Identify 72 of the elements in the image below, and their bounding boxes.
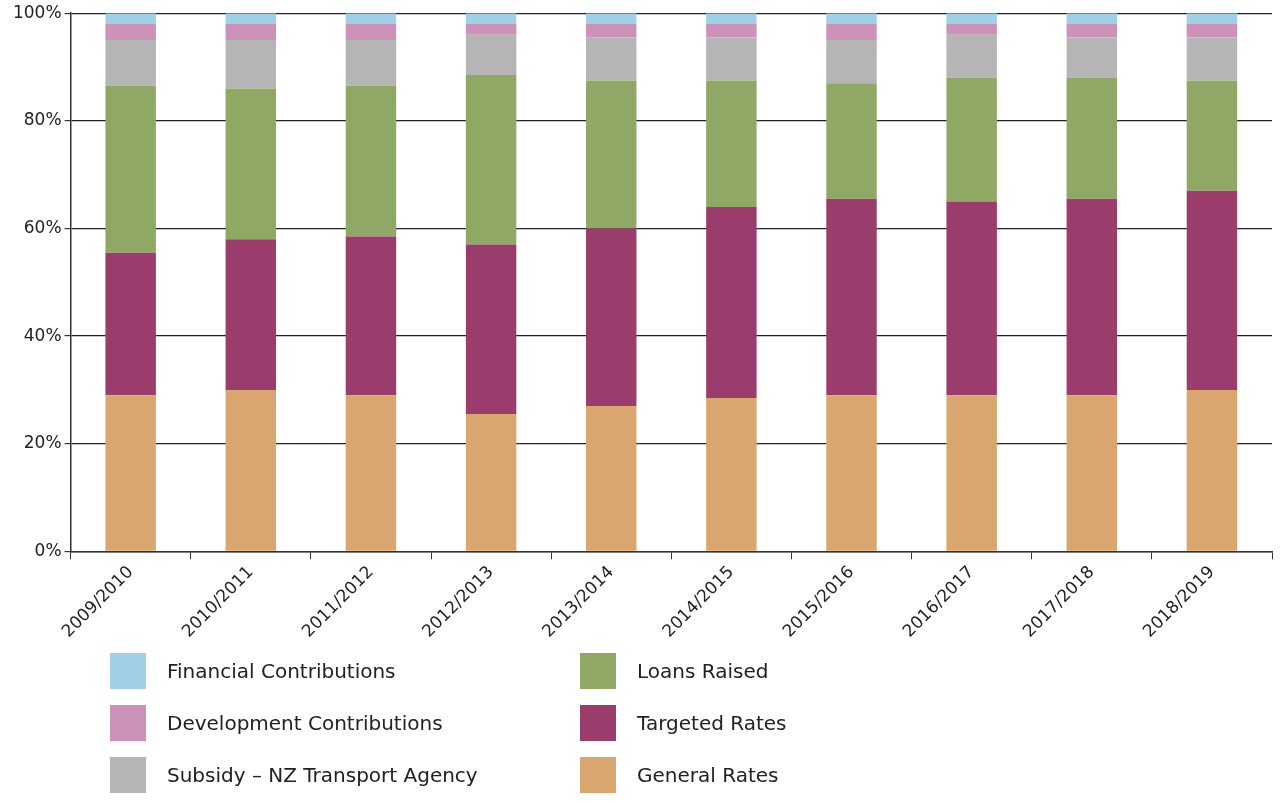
legend-label: General Rates	[637, 763, 779, 787]
bar	[1066, 37, 1118, 78]
bar	[706, 23, 757, 38]
bar	[586, 406, 637, 551]
bar	[105, 85, 156, 253]
bar	[586, 23, 637, 38]
bar	[1186, 37, 1238, 81]
bar	[1066, 198, 1118, 396]
bar	[946, 23, 997, 35]
bar	[946, 34, 997, 78]
bar	[225, 239, 277, 390]
bar	[105, 13, 156, 24]
y-tick-label: 100%	[12, 1, 62, 22]
bar	[465, 23, 517, 35]
legend-label: Development Contributions	[167, 711, 443, 735]
bar	[706, 13, 757, 24]
bar	[225, 88, 277, 240]
bar	[946, 77, 997, 202]
bar	[345, 13, 397, 24]
bar	[465, 244, 517, 415]
bar	[225, 23, 277, 41]
bar	[586, 80, 637, 229]
bar	[345, 395, 397, 551]
y-tick-label: 0%	[34, 539, 62, 560]
bar	[1066, 23, 1118, 38]
bar	[345, 236, 397, 396]
y-tick-label: 40%	[23, 324, 62, 345]
bar	[706, 206, 757, 398]
bar	[225, 13, 277, 24]
bar	[1066, 395, 1118, 551]
bar	[826, 23, 877, 41]
legend-label: Loans Raised	[637, 659, 769, 683]
bar	[946, 201, 997, 396]
bar	[706, 397, 757, 551]
bar	[225, 40, 277, 89]
y-tick-label: 20%	[23, 432, 62, 453]
bar	[105, 395, 156, 551]
y-tick-label: 60%	[23, 216, 62, 237]
legend-label: Financial Contributions	[167, 659, 396, 683]
bar	[826, 40, 877, 84]
bar	[465, 414, 517, 551]
bar	[586, 13, 637, 24]
bar	[105, 252, 156, 396]
bar	[586, 228, 637, 407]
bar	[946, 395, 997, 551]
bar	[1186, 13, 1238, 24]
bar	[1066, 13, 1118, 24]
bar	[826, 83, 877, 199]
bar	[465, 13, 517, 24]
y-tick-label: 80%	[23, 109, 62, 130]
bar	[706, 80, 757, 207]
legend-label: Targeted Rates	[637, 711, 787, 735]
bar	[345, 85, 397, 237]
bar	[706, 37, 757, 81]
bar	[946, 13, 997, 24]
bar	[586, 37, 637, 81]
bar	[225, 389, 277, 551]
bar	[1186, 80, 1238, 191]
bar	[1186, 190, 1238, 390]
bar	[1186, 389, 1238, 551]
bar	[105, 23, 156, 41]
bar	[345, 40, 397, 86]
bar	[465, 34, 517, 76]
bar	[826, 13, 877, 24]
bar	[465, 75, 517, 245]
bar	[345, 23, 397, 41]
bar	[826, 198, 877, 396]
bar	[1186, 23, 1238, 38]
bar	[826, 395, 877, 551]
bar	[1066, 77, 1118, 199]
legend-label: Subsidy – NZ Transport Agency	[167, 763, 478, 787]
bar	[105, 40, 156, 86]
